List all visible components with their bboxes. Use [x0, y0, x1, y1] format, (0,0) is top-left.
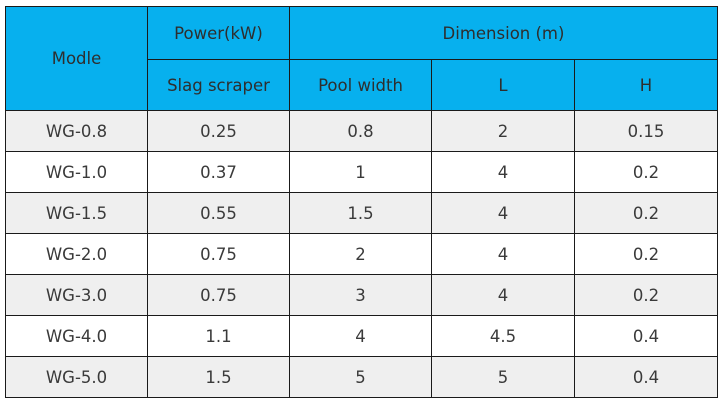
- table-row: WG-5.0 1.5 5 5 0.4: [5, 356, 718, 398]
- cell-slag-scraper: 0.75: [147, 274, 290, 316]
- table-row: WG-4.0 1.1 4 4.5 0.4: [5, 315, 718, 357]
- cell-h: 0.2: [574, 274, 718, 316]
- cell-pool-width: 1: [289, 151, 432, 193]
- cell-h: 0.2: [574, 151, 718, 193]
- cell-slag-scraper: 0.75: [147, 233, 290, 275]
- cell-pool-width: 2: [289, 233, 432, 275]
- header-power: Power(kW): [147, 6, 290, 60]
- cell-slag-scraper: 0.25: [147, 110, 290, 152]
- cell-l: 4: [431, 274, 575, 316]
- header-dimension: Dimension (m): [289, 6, 718, 60]
- cell-pool-width: 4: [289, 315, 432, 357]
- cell-model: WG-3.0: [5, 274, 148, 316]
- cell-pool-width: 3: [289, 274, 432, 316]
- cell-model: WG-5.0: [5, 356, 148, 398]
- table-body: WG-0.8 0.25 0.8 2 0.15 WG-1.0 0.37 1 4 0…: [5, 110, 718, 398]
- cell-l: 2: [431, 110, 575, 152]
- cell-l: 4: [431, 233, 575, 275]
- cell-model: WG-2.0: [5, 233, 148, 275]
- cell-h: 0.2: [574, 192, 718, 234]
- cell-slag-scraper: 1.5: [147, 356, 290, 398]
- cell-pool-width: 1.5: [289, 192, 432, 234]
- cell-h: 0.4: [574, 356, 718, 398]
- cell-slag-scraper: 0.37: [147, 151, 290, 193]
- cell-l: 5: [431, 356, 575, 398]
- cell-l: 4.5: [431, 315, 575, 357]
- header-h: H: [574, 59, 718, 111]
- cell-pool-width: 0.8: [289, 110, 432, 152]
- cell-l: 4: [431, 192, 575, 234]
- cell-h: 0.4: [574, 315, 718, 357]
- header-pool-width: Pool width: [289, 59, 432, 111]
- cell-h: 0.2: [574, 233, 718, 275]
- header-model: Modle: [5, 6, 148, 111]
- header-slag-scraper: Slag scraper: [147, 59, 290, 111]
- table-header: Modle Power(kW) Dimension (m) Slag scrap…: [5, 6, 718, 111]
- spec-table: Modle Power(kW) Dimension (m) Slag scrap…: [5, 6, 718, 398]
- table-row: WG-3.0 0.75 3 4 0.2: [5, 274, 718, 316]
- table-row: WG-1.0 0.37 1 4 0.2: [5, 151, 718, 193]
- cell-model: WG-1.0: [5, 151, 148, 193]
- cell-model: WG-1.5: [5, 192, 148, 234]
- table-row: WG-0.8 0.25 0.8 2 0.15: [5, 110, 718, 152]
- cell-pool-width: 5: [289, 356, 432, 398]
- table-row: WG-2.0 0.75 2 4 0.2: [5, 233, 718, 275]
- cell-slag-scraper: 0.55: [147, 192, 290, 234]
- cell-h: 0.15: [574, 110, 718, 152]
- header-l: L: [431, 59, 575, 111]
- cell-model: WG-0.8: [5, 110, 148, 152]
- cell-l: 4: [431, 151, 575, 193]
- cell-slag-scraper: 1.1: [147, 315, 290, 357]
- cell-model: WG-4.0: [5, 315, 148, 357]
- table-row: WG-1.5 0.55 1.5 4 0.2: [5, 192, 718, 234]
